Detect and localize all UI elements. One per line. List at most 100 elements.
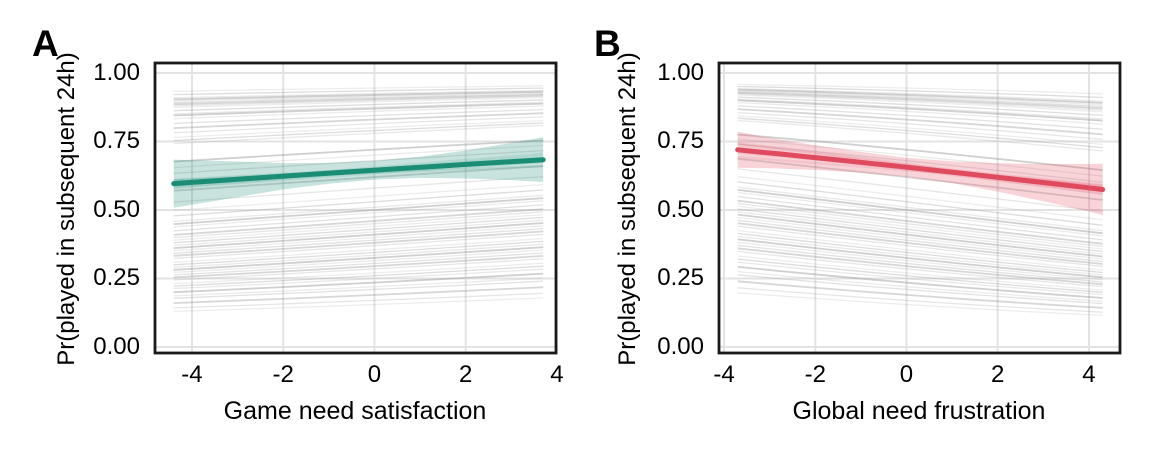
random-effect-line	[737, 168, 1103, 213]
random-effect-line	[737, 108, 1103, 136]
random-effect-line	[737, 225, 1103, 268]
random-effect-line	[737, 98, 1103, 120]
random-effect-line	[737, 91, 1103, 110]
random-effect-line	[737, 266, 1103, 299]
x-tick-label: -2	[804, 361, 826, 388]
y-tick-label: 0.25	[657, 264, 704, 292]
random-effect-line	[737, 287, 1103, 313]
random-effect-line	[173, 227, 544, 254]
random-effect-line	[173, 85, 544, 92]
y-tick-label: 0.75	[657, 127, 704, 155]
random-effect-line	[737, 235, 1103, 276]
random-effect-line	[173, 94, 544, 106]
random-effect-line	[737, 87, 1103, 102]
x-tick-label: 4	[550, 361, 564, 388]
x-tick-label: 2	[458, 361, 473, 388]
random-effect-line	[737, 83, 1103, 95]
random-effect-line	[737, 143, 1103, 183]
random-effect-line	[173, 124, 544, 145]
random-effect-line	[173, 225, 544, 252]
random-effect-line	[737, 181, 1103, 226]
panel-a-plot	[171, 85, 546, 313]
random-effect-line	[737, 238, 1103, 279]
random-effect-line	[737, 189, 1103, 235]
random-effect-line	[737, 94, 1103, 113]
panel-border	[717, 61, 1122, 355]
random-effect-line	[737, 115, 1103, 146]
random-effect-line	[737, 211, 1103, 255]
random-effect-line	[737, 213, 1103, 258]
random-effect-line	[737, 280, 1103, 309]
y-tick-label: 0.50	[93, 195, 140, 223]
random-effect-line	[173, 108, 544, 125]
random-effect-line	[737, 191, 1103, 237]
random-effect-line	[737, 250, 1103, 288]
random-effect-line	[173, 96, 544, 109]
random-effect-line	[173, 119, 544, 139]
random-effect-line	[737, 274, 1103, 305]
random-effect-line	[737, 244, 1103, 283]
random-effect-line	[173, 211, 544, 239]
random-effect-line	[173, 87, 544, 96]
x-tick-label: 2	[991, 361, 1005, 388]
random-effect-line	[737, 101, 1103, 125]
random-effect-line	[173, 230, 544, 257]
random-effect-line	[737, 216, 1103, 260]
random-effect-line	[173, 262, 544, 285]
random-effect-line	[737, 219, 1103, 263]
y-tick-label: 1.00	[93, 59, 140, 86]
random-effect-line	[737, 119, 1103, 152]
random-effect-line	[737, 90, 1103, 106]
random-effect-line	[173, 105, 544, 120]
random-effect-line	[737, 88, 1103, 104]
random-effect-line	[173, 112, 544, 129]
random-effect-line	[737, 96, 1103, 117]
random-effect-line	[173, 116, 544, 134]
y-tick-label: 0.00	[93, 332, 140, 360]
y-tick-label: 0.00	[657, 332, 704, 360]
y-tick-label: 0.25	[93, 264, 140, 292]
random-effect-line	[173, 243, 544, 269]
random-effect-line	[173, 297, 544, 313]
random-effect-line	[173, 165, 544, 192]
random-effect-line	[737, 138, 1103, 177]
random-effect-line	[173, 95, 544, 107]
random-effect-line	[173, 219, 544, 247]
x-tick-label: -4	[713, 361, 735, 388]
x-tick-label: -4	[181, 361, 203, 388]
random-effect-line	[173, 240, 544, 266]
random-effect-line	[173, 272, 544, 294]
random-effect-line	[173, 286, 544, 304]
random-effect-line	[737, 199, 1103, 245]
random-effect-line	[737, 292, 1103, 317]
random-effect-line	[173, 101, 544, 115]
random-effect-line	[173, 292, 544, 309]
random-effect-line	[173, 102, 544, 117]
random-effect-line	[737, 186, 1103, 232]
random-effect-line	[737, 222, 1103, 265]
random-effect-line	[173, 197, 544, 225]
random-effect-line	[173, 149, 544, 175]
random-effect-line	[173, 90, 544, 101]
random-effect-line	[173, 93, 544, 104]
random-effect-line	[737, 208, 1103, 253]
random-effect-line	[173, 280, 544, 299]
random-effect-line	[173, 189, 544, 217]
random-effect-line	[173, 139, 544, 163]
x-tick-label: 4	[1082, 361, 1096, 388]
random-effect-line	[173, 92, 544, 102]
random-effect-line	[737, 176, 1103, 221]
random-effect-line	[173, 122, 544, 142]
random-effect-line	[173, 265, 544, 287]
random-effect-line	[173, 183, 544, 212]
random-effect-line	[173, 144, 544, 169]
x-tick-label: 0	[899, 361, 914, 388]
random-effect-line	[173, 233, 544, 260]
random-effect-line	[173, 204, 544, 232]
y-tick-label: 0.50	[657, 195, 704, 223]
random-effect-line	[173, 208, 544, 236]
random-effect-line	[737, 229, 1103, 271]
panel-b-plot	[735, 83, 1106, 317]
